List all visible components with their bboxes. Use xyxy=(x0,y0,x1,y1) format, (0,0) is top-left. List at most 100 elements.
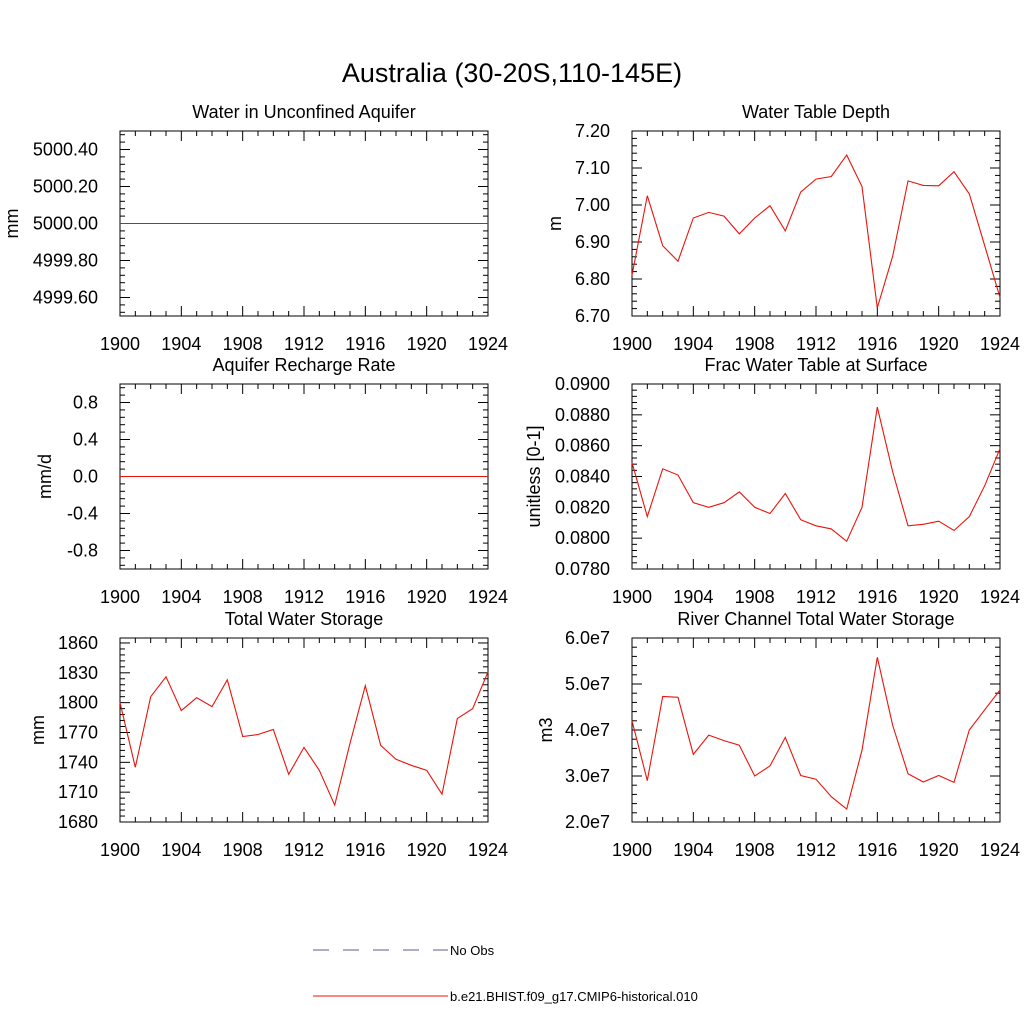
y-tick-label: 6.0e7 xyxy=(565,628,610,648)
y-tick-label: 4999.60 xyxy=(33,288,98,308)
y-tick-label: 0.4 xyxy=(73,430,98,450)
plot-frame xyxy=(631,130,1001,317)
y-tick-label: 7.00 xyxy=(575,195,610,215)
y-tick-label: 1770 xyxy=(58,722,98,742)
y-tick-label: 1740 xyxy=(58,752,98,772)
x-tick-label: 1904 xyxy=(161,334,201,354)
chart-panel-1: 1900 1904 1908 1912 1916 1920 1924 4999.60 4999.… xyxy=(2,102,508,354)
x-tick-label: 1920 xyxy=(407,334,447,354)
series-line xyxy=(119,671,489,807)
y-tick-label: 1710 xyxy=(58,782,98,802)
x-tick-label: 1920 xyxy=(919,840,959,860)
x-tick-label: 1908 xyxy=(223,334,263,354)
x-tick-label: 1912 xyxy=(796,587,836,607)
x-tick-label: 1924 xyxy=(468,840,508,860)
series-line xyxy=(631,406,1001,543)
x-tick-label: 1916 xyxy=(345,334,385,354)
y-tick-label: 1830 xyxy=(58,663,98,683)
chart-panel-2: 1900 1904 1908 1912 1916 1920 1924 6.70 6.80 6.90… xyxy=(545,102,1020,354)
y-tick-label: 7.20 xyxy=(575,121,610,141)
y-tick-label: 0.0 xyxy=(73,467,98,487)
y-axis-label: mm xyxy=(2,209,22,239)
y-tick-label: 0.0860 xyxy=(555,436,610,456)
y-tick-label: 5.0e7 xyxy=(565,674,610,694)
x-tick-label: 1920 xyxy=(919,587,959,607)
x-tick-label: 1904 xyxy=(161,587,201,607)
x-tick-label: 1904 xyxy=(673,587,713,607)
x-tick-label: 1924 xyxy=(980,334,1020,354)
panel-title: River Channel Total Water Storage xyxy=(677,609,954,629)
y-tick-label: 5000.00 xyxy=(33,214,98,234)
x-tick-label: 1908 xyxy=(223,840,263,860)
panel-title: Frac Water Table at Surface xyxy=(704,355,927,375)
plot-frame xyxy=(119,637,489,823)
plot-frame xyxy=(631,383,1001,570)
x-tick-label: 1920 xyxy=(407,587,447,607)
x-tick-label: 1912 xyxy=(796,334,836,354)
y-tick-label: 0.0840 xyxy=(555,467,610,487)
x-tick-label: 1900 xyxy=(100,840,140,860)
x-tick-label: 1920 xyxy=(919,334,959,354)
x-tick-label: 1916 xyxy=(857,334,897,354)
chart-panel-3: 1900 1904 1908 1912 1916 1920 1924 -0.8 -0.4 0.0 0… xyxy=(35,355,508,607)
y-axis-label: m3 xyxy=(536,717,556,742)
y-tick-label: 0.0780 xyxy=(555,559,610,579)
y-tick-label: 0.0820 xyxy=(555,497,610,517)
y-axis-label: mm xyxy=(28,715,48,745)
y-tick-label: 0.0900 xyxy=(555,374,610,394)
x-tick-label: 1904 xyxy=(673,334,713,354)
x-tick-label: 1920 xyxy=(407,840,447,860)
x-tick-label: 1908 xyxy=(223,587,263,607)
y-tick-label: 1680 xyxy=(58,812,98,832)
x-tick-label: 1916 xyxy=(857,840,897,860)
chart-panels: 1900 1904 1908 1912 1916 1920 1924 4999.60 4999.… xyxy=(2,102,1020,860)
legend: No Obs b.e21.BHIST.f09_g17.CMIP6-histori… xyxy=(313,943,698,1004)
panel-title: Water in Unconfined Aquifer xyxy=(192,102,415,122)
y-tick-label: 6.70 xyxy=(575,306,610,326)
x-tick-label: 1924 xyxy=(980,840,1020,860)
x-tick-label: 1900 xyxy=(612,334,652,354)
x-tick-label: 1908 xyxy=(735,587,775,607)
x-tick-label: 1924 xyxy=(980,587,1020,607)
x-tick-label: 1912 xyxy=(284,587,324,607)
y-axis-label: mm/d xyxy=(35,454,55,499)
x-tick-label: 1904 xyxy=(673,840,713,860)
chart-panel-4: 1900 1904 1908 1912 1916 1920 1924 0.0780 0.0800… xyxy=(524,355,1020,607)
chart-panel-5: 1900 1904 1908 1912 1916 1920 1924 1680 1710 1740… xyxy=(28,609,508,860)
x-tick-label: 1900 xyxy=(612,587,652,607)
x-tick-label: 1912 xyxy=(284,334,324,354)
y-tick-label: 5000.20 xyxy=(33,177,98,197)
y-tick-label: 5000.40 xyxy=(33,140,98,160)
x-tick-label: 1900 xyxy=(100,587,140,607)
y-tick-label: 1860 xyxy=(58,633,98,653)
x-tick-label: 1904 xyxy=(161,840,201,860)
y-tick-label: 2.0e7 xyxy=(565,812,610,832)
panel-title: Aquifer Recharge Rate xyxy=(212,355,395,375)
panel-title: Total Water Storage xyxy=(225,609,383,629)
x-tick-label: 1908 xyxy=(735,840,775,860)
y-tick-label: 4.0e7 xyxy=(565,720,610,740)
chart-panel-6: 1900 1904 1908 1912 1916 1920 1924 2.0e7 3.0e7 4.… xyxy=(536,609,1020,860)
y-tick-label: 6.80 xyxy=(575,269,610,289)
x-tick-label: 1912 xyxy=(284,840,324,860)
x-tick-label: 1900 xyxy=(100,334,140,354)
x-tick-label: 1908 xyxy=(735,334,775,354)
legend-label-no-obs: No Obs xyxy=(450,943,495,958)
y-tick-label: 6.90 xyxy=(575,232,610,252)
legend-label-model: b.e21.BHIST.f09_g17.CMIP6-historical.010 xyxy=(450,989,698,1004)
y-axis-label: unitless [0-1] xyxy=(524,425,544,527)
x-tick-label: 1900 xyxy=(612,840,652,860)
figure-title: Australia (30-20S,110-145E) xyxy=(342,58,682,88)
x-tick-label: 1916 xyxy=(345,587,385,607)
y-tick-label: 0.0880 xyxy=(555,405,610,425)
y-axis-label: m xyxy=(545,216,565,231)
y-tick-label: 7.10 xyxy=(575,158,610,178)
series-line xyxy=(631,154,1001,309)
x-tick-label: 1924 xyxy=(468,587,508,607)
y-tick-label: -0.8 xyxy=(67,541,98,561)
y-tick-label: 3.0e7 xyxy=(565,766,610,786)
x-tick-label: 1912 xyxy=(796,840,836,860)
y-tick-label: 0.0800 xyxy=(555,528,610,548)
panel-title: Water Table Depth xyxy=(742,102,890,122)
